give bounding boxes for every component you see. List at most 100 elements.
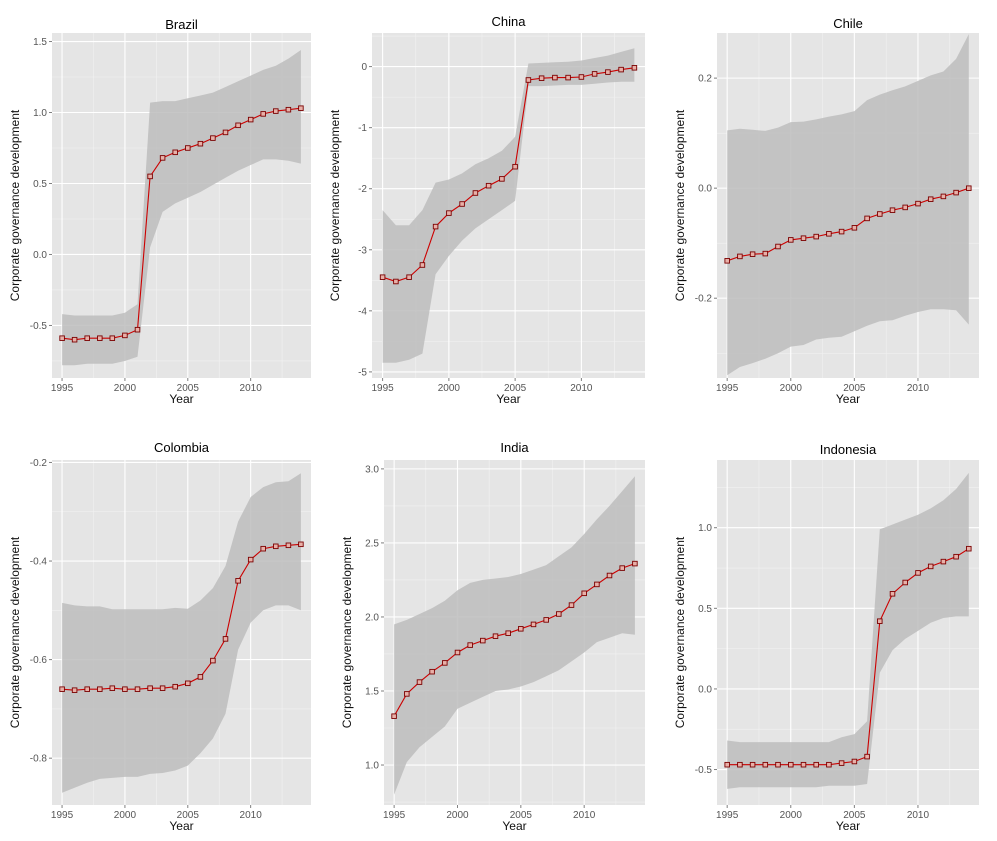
data-point [147, 173, 153, 180]
data-point [838, 760, 845, 766]
panel-title: Brazil [165, 17, 198, 32]
x-tick-label: 1995 [371, 383, 394, 394]
data-point [889, 207, 896, 213]
data-point [416, 679, 423, 685]
data-point [480, 637, 486, 644]
x-tick-label: 2010 [907, 810, 930, 821]
data-point [393, 278, 399, 285]
y-axis-label: Corporate governance development [673, 109, 687, 301]
x-tick-label: 2000 [780, 383, 803, 394]
x-tick-label: 2000 [446, 810, 469, 821]
data-point [864, 753, 870, 760]
data-point [97, 686, 103, 692]
data-point [391, 713, 397, 719]
data-point [788, 761, 794, 768]
y-tick-label: 1.0 [698, 523, 712, 534]
x-axis-label: Year [836, 819, 860, 833]
data-point [379, 274, 386, 280]
x-tick-label: 2010 [240, 383, 263, 394]
data-point [618, 66, 624, 73]
x-tick-label: 1995 [716, 383, 739, 394]
data-point [737, 761, 743, 768]
data-point [838, 228, 845, 235]
y-tick-label: 0 [361, 62, 367, 73]
y-tick-label: 0.0 [698, 184, 712, 195]
data-point [775, 243, 781, 250]
data-point [197, 674, 204, 680]
x-tick-label: 2010 [570, 383, 593, 394]
data-point [59, 686, 65, 692]
data-point [851, 225, 858, 231]
y-tick-label: -2 [358, 184, 367, 195]
panel-title: Colombia [154, 440, 210, 455]
data-point [492, 633, 499, 639]
x-tick-label: 2000 [438, 383, 461, 394]
x-tick-label: 2000 [114, 383, 137, 394]
data-point [749, 761, 756, 768]
y-tick-label: -0.6 [30, 655, 48, 666]
data-point [84, 335, 90, 341]
data-point [775, 761, 781, 768]
y-tick-label: 3.0 [365, 464, 379, 475]
x-axis-label: Year [496, 392, 520, 406]
data-point [800, 235, 807, 241]
data-point [147, 685, 153, 691]
data-point [446, 210, 452, 216]
y-axis-label: Corporate governance development [328, 109, 342, 301]
data-point [172, 149, 178, 156]
data-point [273, 543, 279, 550]
data-point [749, 251, 756, 257]
data-point [122, 332, 128, 339]
y-tick-label: 0.5 [33, 179, 47, 190]
data-point [71, 687, 78, 693]
x-tick-label: 2005 [843, 810, 866, 821]
data-point [472, 190, 479, 196]
data-point [851, 758, 858, 765]
y-tick-label: 0.0 [33, 250, 47, 261]
data-point [864, 215, 870, 222]
data-point [966, 185, 972, 191]
x-tick-label: 2000 [114, 810, 137, 821]
data-point [632, 560, 638, 567]
y-tick-label: -0.5 [30, 321, 48, 332]
data-point [606, 572, 613, 579]
data-point [134, 326, 141, 333]
data-point [84, 686, 90, 692]
x-tick-label: 2005 [504, 383, 527, 394]
panel-colombia: 1995 2000 2005 2010 -0.8 -0.6 -0.4 -0.2 Colombia… [8, 440, 311, 833]
data-point [518, 626, 524, 632]
data-point [260, 545, 266, 552]
x-axis-label: Year [836, 392, 860, 406]
data-point [429, 668, 435, 675]
data-point [406, 274, 412, 280]
data-point [889, 591, 896, 597]
data-point [285, 542, 292, 549]
panel-title: China [492, 14, 527, 29]
x-tick-label: 2005 [510, 810, 533, 821]
data-point [877, 618, 883, 624]
panel-indonesia: 1995 2000 2005 2010 -0.5 0.0 0.5 1.0 Indonesia Ye… [673, 442, 979, 833]
x-tick-label: 2000 [780, 810, 803, 821]
data-point [927, 563, 934, 570]
confidence-band [727, 34, 969, 376]
data-point [185, 145, 191, 151]
data-point [940, 558, 947, 565]
data-point [419, 262, 426, 268]
data-point [134, 686, 141, 692]
y-tick-label: -4 [358, 306, 367, 317]
data-point [578, 74, 585, 80]
data-point [915, 200, 921, 207]
data-point [210, 657, 216, 664]
data-point [543, 617, 549, 623]
panel-chile: 1995 2000 2005 2010 -0.2 0.0 0.2 Chile Year Corpo… [673, 16, 979, 406]
data-point [298, 541, 304, 548]
data-point [273, 108, 279, 114]
data-point [902, 579, 908, 586]
data-point [432, 223, 439, 230]
data-point [953, 553, 959, 560]
data-point [222, 129, 229, 136]
data-point [525, 77, 532, 83]
data-point [235, 122, 241, 129]
data-point [556, 611, 562, 617]
